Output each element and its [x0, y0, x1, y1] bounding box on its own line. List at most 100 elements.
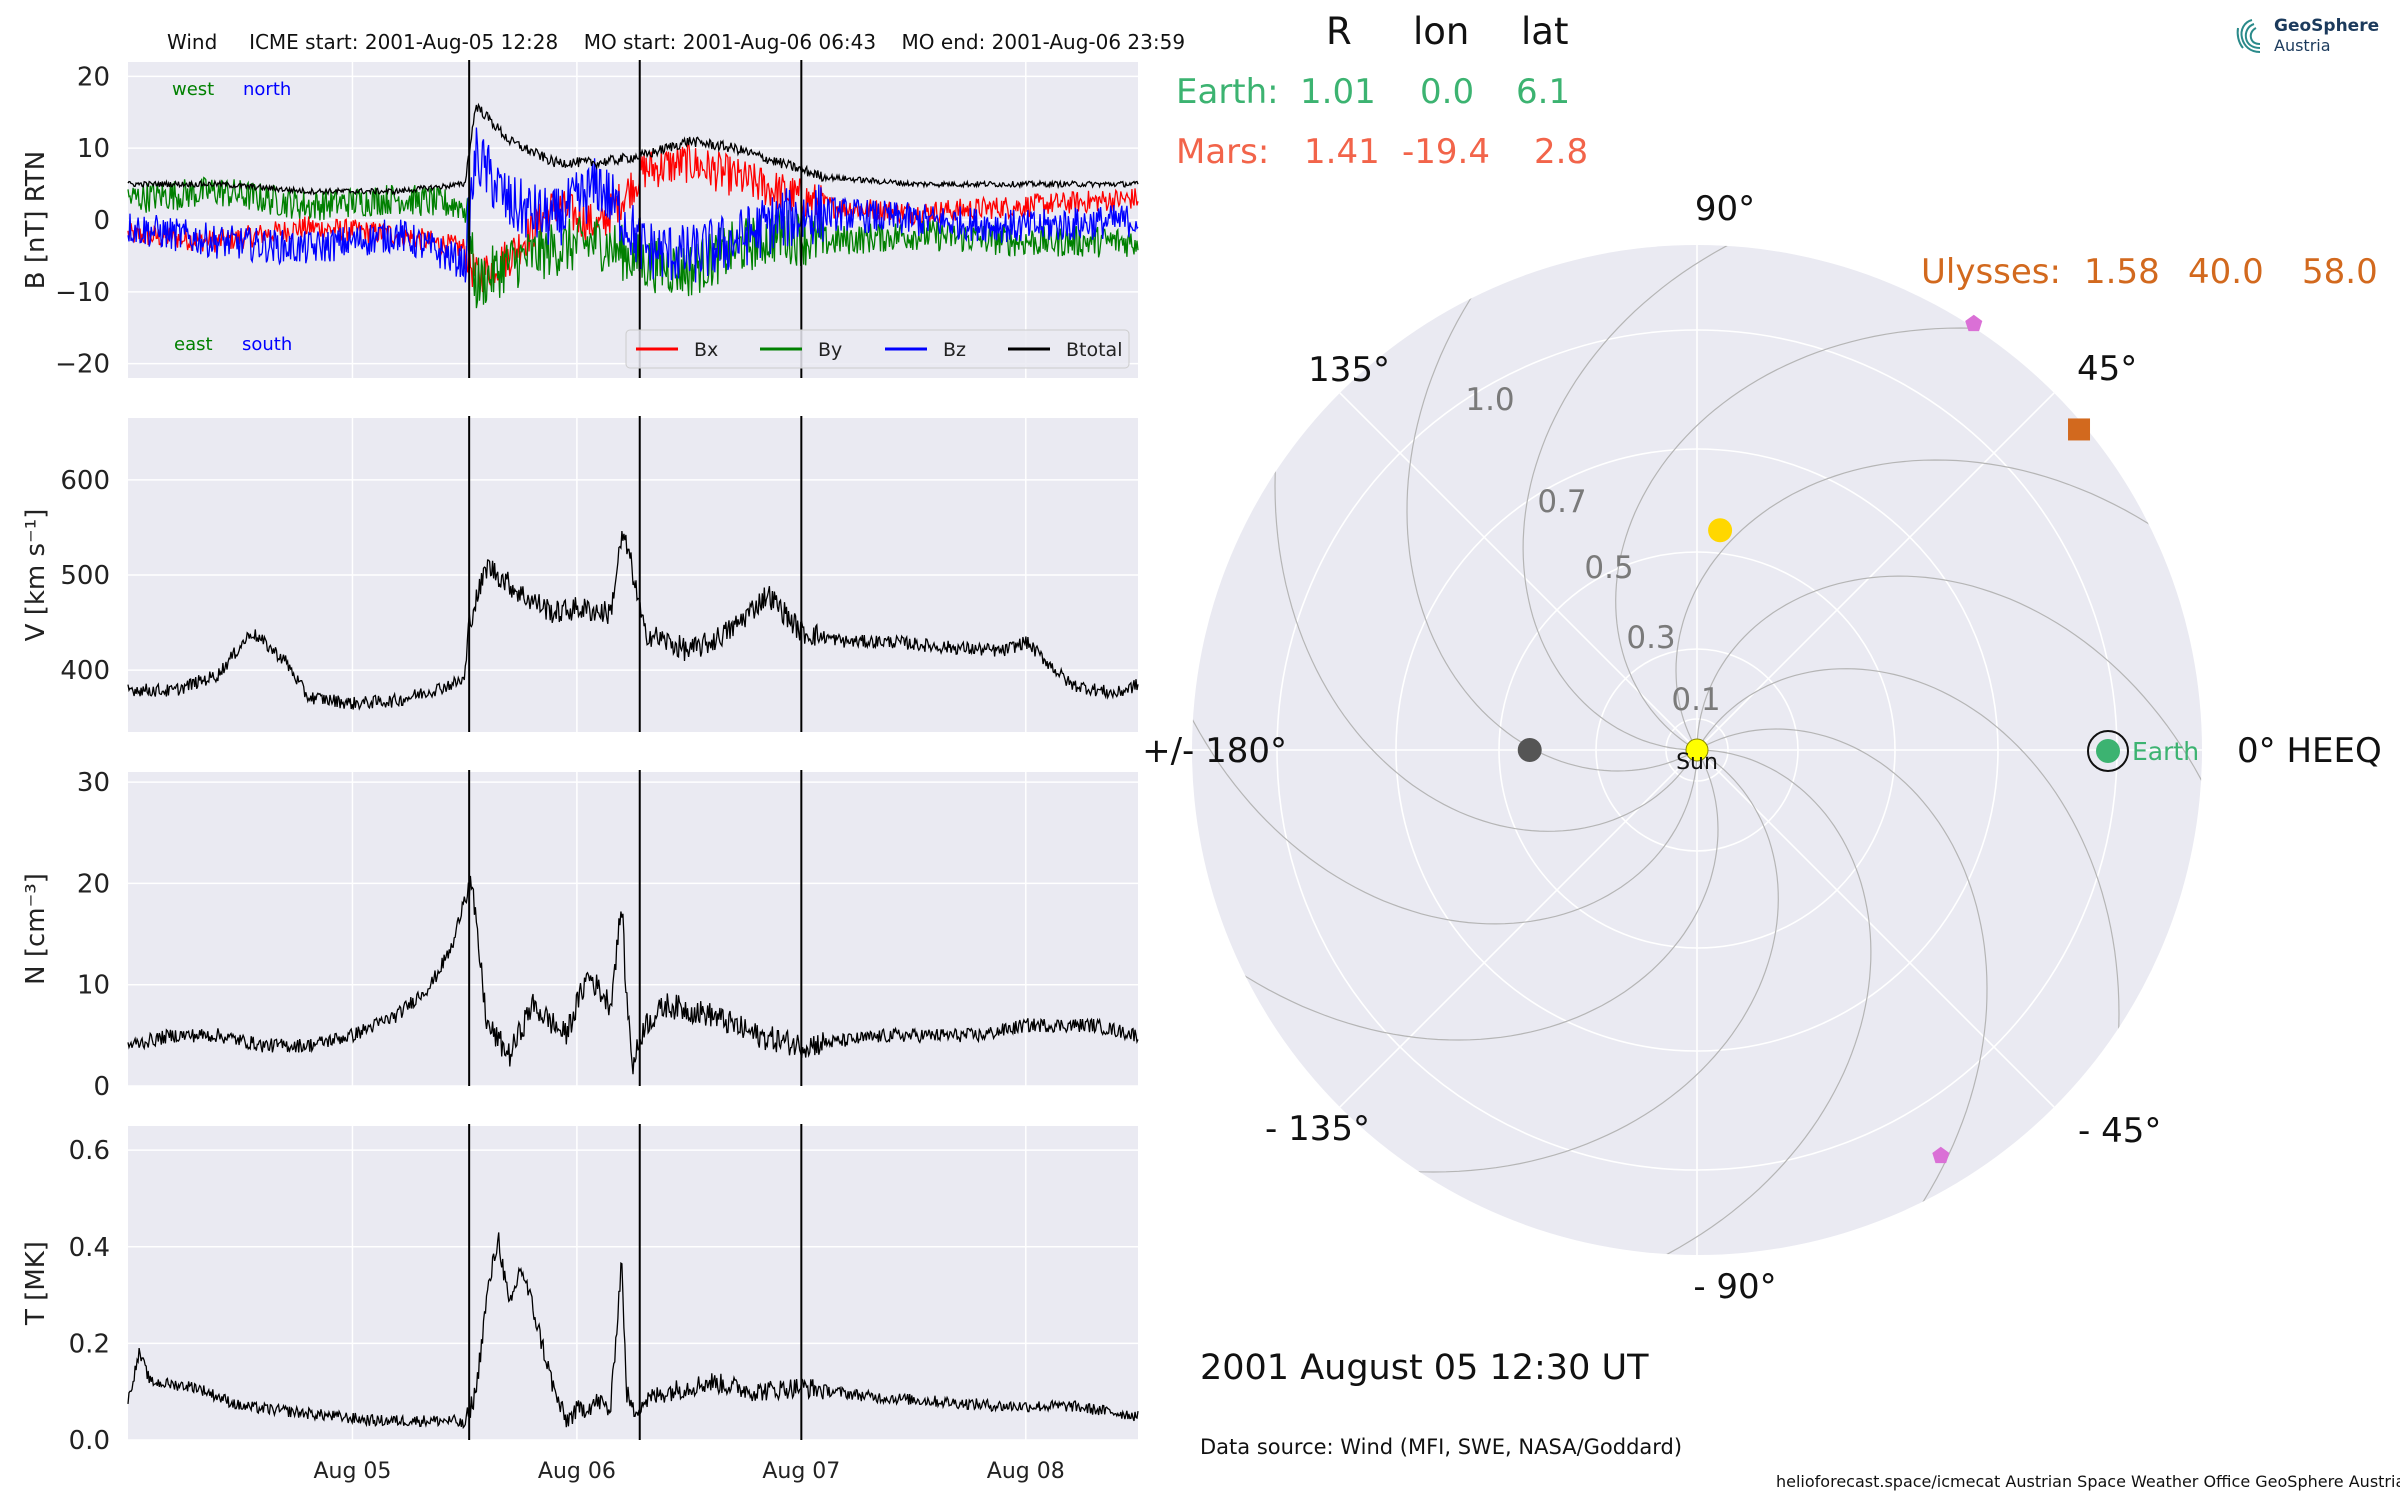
legend-label: Bz: [943, 339, 966, 361]
position-name: Ulysses:: [1921, 252, 2061, 292]
body-marker: [1965, 314, 1983, 332]
legend-label: By: [818, 339, 842, 361]
x-tick-label: Aug 06: [538, 1459, 616, 1484]
legend-label: Btotal: [1066, 339, 1122, 361]
position-row-ulysses: Ulysses: 1.58 40.0 58.0: [1921, 252, 2378, 292]
series-line: [127, 1232, 1139, 1430]
geosphere-logo-icon: [2236, 19, 2261, 53]
y-tick-label: 20: [77, 62, 110, 92]
title-spacecraft: Wind: [167, 30, 218, 54]
polar-spoke: [1339, 392, 1698, 751]
y-tick-label: 0.0: [69, 1426, 110, 1456]
y-tick-label: 0.6: [69, 1136, 110, 1166]
parker-spiral-line: [1696, 575, 2202, 1136]
date-label: 2001 August 05 12:30 UT: [1200, 1348, 1649, 1388]
parker-spiral-line: [1311, 749, 1872, 1255]
y-tick-label: 20: [77, 869, 110, 899]
position-name: Mars:: [1176, 132, 1270, 172]
parker-spiral-line: [1640, 728, 1988, 1255]
panel-polar-position-plot: 0.1 0.3 0.5 0.7 1.0 0° HEEQ 45° 90° 135° +/- 180°…: [1142, 189, 2382, 1307]
x-tick-label: Aug 05: [313, 1459, 391, 1484]
y-tick-label: −20: [55, 350, 110, 380]
body-marker: [1932, 1146, 1950, 1164]
angle-label: - 45°: [2078, 1111, 2161, 1151]
panel-solar-wind-speed: 400 500 600 V [km s⁻¹]: [21, 416, 1139, 732]
parker-spiral-line: [1406, 245, 1754, 772]
y-axis-label: T [MK]: [21, 1241, 51, 1326]
annotation-south: south: [242, 334, 292, 355]
y-tick-label: 400: [60, 656, 110, 686]
y-tick-label: 0: [93, 1072, 110, 1102]
plot-background: [128, 1126, 1138, 1440]
legend-box: [625, 329, 1130, 369]
earth-marker: [2096, 739, 2120, 763]
parker-spiral-line: [1522, 245, 2083, 751]
x-tick-label: Aug 08: [987, 1459, 1065, 1484]
position-r: 1.01: [1300, 72, 1376, 112]
series-line: [127, 875, 1139, 1075]
angle-label: 90°: [1695, 189, 1755, 229]
y-axis-label: V [km s⁻¹]: [21, 509, 51, 642]
y-tick-label: 0.2: [69, 1329, 110, 1359]
position-lat: 2.8: [1534, 132, 1589, 172]
r-tick-label: 0.5: [1584, 550, 1633, 586]
title-icme-start: ICME start: 2001-Aug-05 12:28: [249, 30, 559, 54]
r-tick-label: 1.0: [1465, 382, 1514, 418]
r-tick-label: 0.1: [1671, 682, 1720, 718]
position-lon: 0.0: [1420, 72, 1475, 112]
title-mo-end: MO end: 2001-Aug-06 23:59: [901, 30, 1186, 54]
series-line-btotal: [127, 102, 1139, 196]
position-lat: 6.1: [1516, 72, 1571, 112]
annotation-north: north: [243, 79, 291, 100]
polar-spoke: [1696, 392, 2055, 751]
logo-name: GeoSphere: [2274, 16, 2380, 36]
y-tick-label: 600: [60, 466, 110, 496]
position-lon: 40.0: [2188, 252, 2264, 292]
body-marker: [2068, 418, 2091, 441]
y-tick-label: 10: [77, 134, 110, 164]
angle-label: 0° HEEQ: [2237, 731, 2382, 771]
r-tick-label: 0.3: [1626, 620, 1675, 656]
y-tick-label: 10: [77, 971, 110, 1001]
r-tick-label: 0.7: [1537, 484, 1586, 520]
series-line-bx: [127, 141, 1139, 294]
y-tick-label: 500: [60, 561, 110, 591]
sun-label: Sun: [1676, 750, 1718, 775]
angle-label: 45°: [2077, 349, 2137, 389]
x-tick-label: Aug 07: [762, 1459, 840, 1484]
positions-header-lat: lat: [1521, 10, 1569, 53]
panel-proton-density: 0 10 20 30 N [cm⁻³]: [21, 768, 1139, 1102]
series-line: [127, 531, 1139, 711]
angle-label: 135°: [1308, 350, 1390, 390]
angle-label: +/- 180°: [1142, 731, 1287, 771]
position-row-mars: Mars: 1.41 -19.4 2.8: [1176, 132, 1588, 172]
earth-ring: [2087, 730, 2129, 772]
series-line-bz: [127, 127, 1139, 283]
panel-proton-temperature: 0.0 0.2 0.4 0.6 T [MK] Aug 05 Aug 06 Aug 07 Aug …: [21, 1124, 1139, 1484]
y-tick-label: 0: [93, 206, 110, 236]
earth-label: Earth: [2132, 737, 2199, 766]
plot-title: Wind ICME start: 2001-Aug-05 12:28 MO st…: [167, 30, 1185, 54]
annotation-west: west: [172, 79, 214, 100]
logo-sub: Austria: [2274, 36, 2331, 55]
y-axis-label: N [cm⁻³]: [21, 873, 51, 985]
plot-background: [128, 772, 1138, 1086]
body-marker: [1708, 518, 1733, 543]
polar-spoke: [1339, 749, 1698, 1108]
position-lon: -19.4: [1402, 132, 1490, 172]
position-r: 1.58: [2084, 252, 2160, 292]
y-tick-label: −10: [55, 278, 110, 308]
panel-magnetic-field: −20 −10 0 10 20 B [nT] RTN west north east south B…: [21, 60, 1139, 380]
parker-spirals: [1192, 245, 2202, 1255]
credit-line: helioforecast.space/icmecat Austrian Spa…: [1776, 1472, 2400, 1491]
legend: Bx By Bz Btotal: [625, 329, 1130, 369]
y-tick-label: 0.4: [69, 1233, 110, 1263]
position-lat: 58.0: [2302, 252, 2378, 292]
polar-spoke: [1696, 749, 2055, 1108]
body-marker: [1517, 738, 1542, 762]
angle-label: - 135°: [1265, 1109, 1370, 1149]
position-name: Earth:: [1176, 72, 1279, 112]
data-source: Data source: Wind (MFI, SWE, NASA/Goddar…: [1200, 1435, 1683, 1459]
parker-spiral-line: [1192, 693, 1719, 1041]
